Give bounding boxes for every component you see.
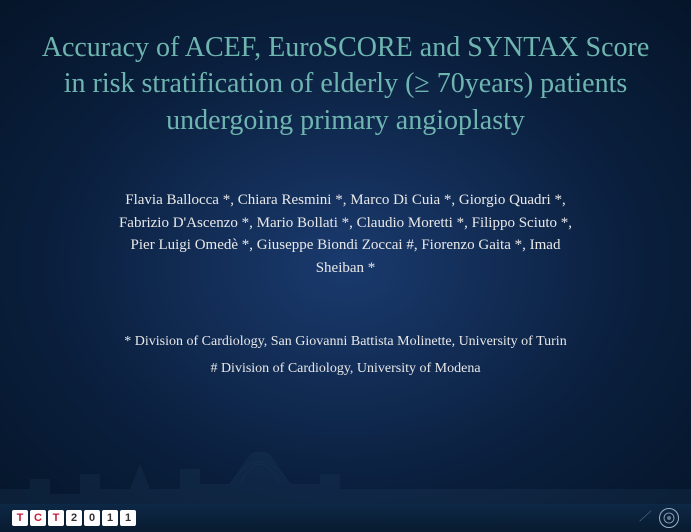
- authors-block: Flavia Ballocca *, Chiara Resmini *, Mar…: [40, 189, 651, 279]
- footer-bar: T C T 2 0 1 1 ⟋: [0, 504, 691, 532]
- affiliation-2: # Division of Cardiology, University of …: [40, 356, 651, 383]
- tct-letter-t1: T: [12, 510, 28, 526]
- year-digit-0: 0: [84, 510, 100, 526]
- seal-logo-icon: [659, 508, 679, 528]
- crf-logo: ⟋: [639, 511, 649, 525]
- crf-swoosh-icon: ⟋: [639, 510, 649, 525]
- right-logos: ⟋: [639, 508, 679, 528]
- tct-letter-t2: T: [48, 510, 64, 526]
- authors-line-2: Fabrizio D'Ascenzo *, Mario Bollati *, C…: [40, 212, 651, 235]
- footer: T C T 2 0 1 1 ⟋: [0, 476, 691, 532]
- authors-line-4: Sheiban *: [40, 257, 651, 280]
- year-digit-1b: 1: [120, 510, 136, 526]
- authors-line-3: Pier Luigi Omedè *, Giuseppe Biondi Zocc…: [40, 234, 651, 257]
- slide-title: Accuracy of ACEF, EuroSCORE and SYNTAX S…: [40, 30, 651, 139]
- authors-line-1: Flavia Ballocca *, Chiara Resmini *, Mar…: [40, 189, 651, 212]
- tct-letter-c: C: [30, 510, 46, 526]
- affiliation-1: * Division of Cardiology, San Giovanni B…: [40, 329, 651, 356]
- year-digit-1a: 1: [102, 510, 118, 526]
- affiliations-block: * Division of Cardiology, San Giovanni B…: [40, 329, 651, 382]
- tct-logo: T C T 2 0 1 1: [12, 510, 136, 526]
- year-digit-2: 2: [66, 510, 82, 526]
